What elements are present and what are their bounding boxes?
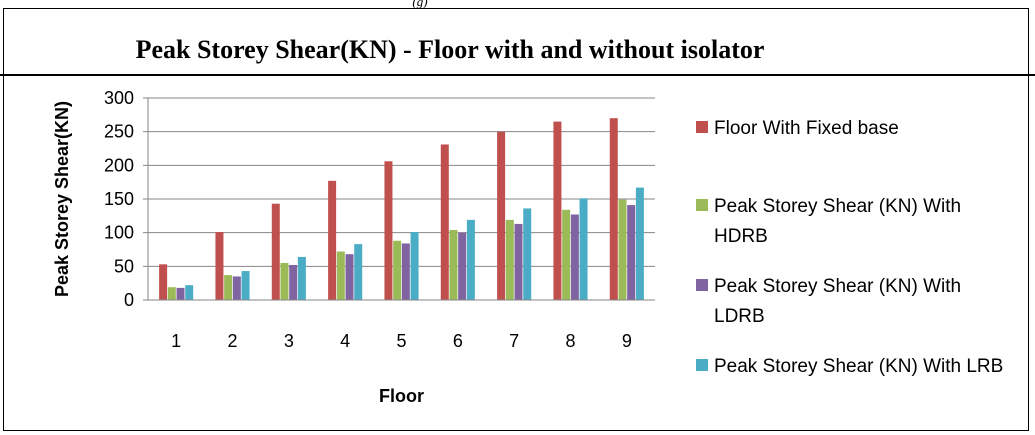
bar	[458, 232, 467, 300]
x-tick-label: 6	[453, 331, 463, 351]
bar	[618, 199, 627, 300]
bar	[635, 187, 644, 300]
legend-swatch	[696, 121, 708, 133]
axes	[147, 98, 655, 301]
x-tick-label: 4	[340, 331, 350, 351]
y-tick-label: 300	[104, 88, 134, 108]
x-tick-labels: 1 2 3 4 5 6 7 8 9	[171, 331, 632, 351]
bar	[562, 209, 571, 300]
y-tick-labels: 0 50 100 150 200 250 300	[104, 88, 134, 310]
title-divider	[0, 74, 1035, 76]
gridlines	[143, 97, 655, 301]
bar	[176, 287, 185, 300]
x-tick-label: 7	[509, 331, 519, 351]
x-tick-label: 1	[171, 331, 181, 351]
bar	[466, 219, 475, 300]
legend-label: Peak Storey Shear (KN) With HDRB	[714, 196, 961, 247]
bar	[449, 229, 458, 300]
bar	[345, 254, 354, 300]
y-tick-label: 50	[114, 256, 134, 276]
bar	[410, 231, 419, 300]
legend: Floor With Fixed base Peak Storey Shear (…	[696, 118, 1003, 377]
y-tick-label: 200	[104, 155, 134, 175]
bar	[523, 208, 532, 300]
bar	[609, 118, 618, 300]
bar	[289, 264, 298, 300]
bar	[224, 275, 233, 300]
bar	[384, 161, 393, 300]
legend-label: Peak Storey Shear (KN) With LDRB	[714, 276, 961, 327]
bar	[328, 180, 337, 300]
bar	[185, 285, 194, 300]
y-tick-label: 100	[104, 223, 134, 243]
bar	[579, 198, 588, 300]
legend-swatch	[696, 199, 708, 211]
x-tick-label: 5	[396, 331, 406, 351]
x-tick-label: 9	[622, 331, 632, 351]
y-tick-label: 250	[104, 122, 134, 142]
bar	[553, 121, 562, 300]
x-tick-label: 3	[284, 331, 294, 351]
bar	[505, 219, 514, 300]
bar	[280, 262, 289, 300]
bar	[497, 131, 506, 300]
legend-swatch	[696, 359, 708, 371]
legend-label: Peak Storey Shear (KN) With LRB	[714, 356, 1003, 377]
bar	[271, 203, 280, 300]
legend-swatch	[696, 279, 708, 291]
bar	[393, 240, 402, 300]
bar	[570, 214, 579, 300]
bar	[297, 256, 306, 300]
figure-caption: (g)	[412, 0, 428, 9]
bar	[440, 144, 449, 300]
y-tick-label: 150	[104, 189, 134, 209]
bar	[354, 244, 363, 300]
bar	[514, 223, 523, 300]
y-tick-label: 0	[124, 290, 134, 310]
bar	[241, 271, 250, 300]
x-tick-label: 2	[227, 331, 237, 351]
chart-title: Peak Storey Shear(KN) - Floor with and w…	[135, 35, 765, 64]
bar	[232, 276, 241, 300]
bar	[159, 264, 168, 300]
legend-label: Floor With Fixed base	[714, 118, 899, 139]
bar	[627, 205, 636, 300]
x-tick-label: 8	[565, 331, 575, 351]
x-axis-title: Floor	[379, 386, 424, 406]
bars	[159, 118, 644, 300]
y-axis-title: Peak Storey Shear(KN)	[52, 101, 72, 297]
chart-frame	[3, 8, 1029, 431]
bar	[167, 287, 176, 300]
bar	[401, 243, 410, 300]
bar	[336, 251, 345, 300]
bar	[215, 231, 224, 300]
